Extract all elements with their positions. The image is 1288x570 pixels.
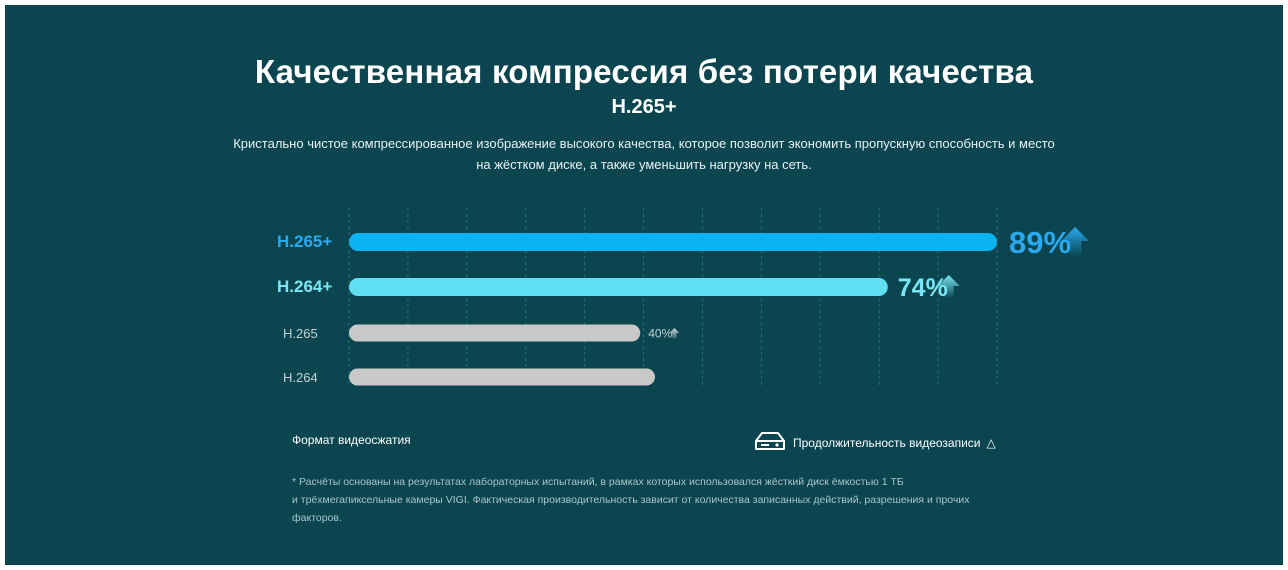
footnote: * Расчёты основаны на результатах лабора…	[292, 473, 1022, 527]
category-label: H.264+	[277, 277, 332, 296]
value-label: 40%	[648, 326, 672, 340]
triangle-icon: △	[986, 435, 996, 450]
bar	[349, 278, 888, 296]
up-arrow-icon	[937, 275, 960, 299]
footnote-line-3: факторов.	[292, 512, 342, 524]
bar	[349, 233, 997, 251]
page-title: Качественная компрессия без потери качес…	[254, 53, 1034, 90]
up-arrow-icon	[669, 328, 680, 339]
page-description: Кристально чистое компрессированное изоб…	[185, 133, 1103, 175]
bar	[349, 368, 655, 386]
duration-legend: Продолжительность видеозаписи △	[753, 429, 996, 456]
bar-chart: H.265+ 89% H.264+ 74% H.265 40% H.264	[277, 208, 1090, 387]
bar	[349, 324, 641, 342]
description-line-2: на жёстком диске, а также уменьшить нагр…	[476, 157, 812, 172]
format-label: Формат видеосжатия	[292, 433, 411, 447]
value-label: 74%	[898, 274, 948, 302]
duration-label: Продолжительность видеозаписи	[793, 435, 981, 450]
description-line-1: Кристально чистое компрессированное изоб…	[233, 136, 1055, 151]
footnote-line-1: * Расчёты основаны на результатах лабора…	[292, 476, 904, 488]
value-label: 89%	[1009, 225, 1071, 260]
category-label: H.264	[283, 370, 318, 385]
chart-labels: H.265+ 89% H.264+ 74% H.265 40% H.264	[277, 225, 1090, 385]
footnote-line-2: и трёхмегапиксельные камеры VIGI. Фактич…	[292, 494, 970, 506]
chart-bars	[349, 233, 997, 386]
hard-drive-icon	[753, 429, 787, 456]
content-panel: Качественная компрессия без потери качес…	[5, 5, 1283, 565]
category-label: H.265	[283, 326, 318, 341]
up-arrow-icon	[1061, 227, 1090, 257]
page-subtitle: H.265+	[611, 96, 677, 118]
category-label: H.265+	[277, 232, 332, 251]
